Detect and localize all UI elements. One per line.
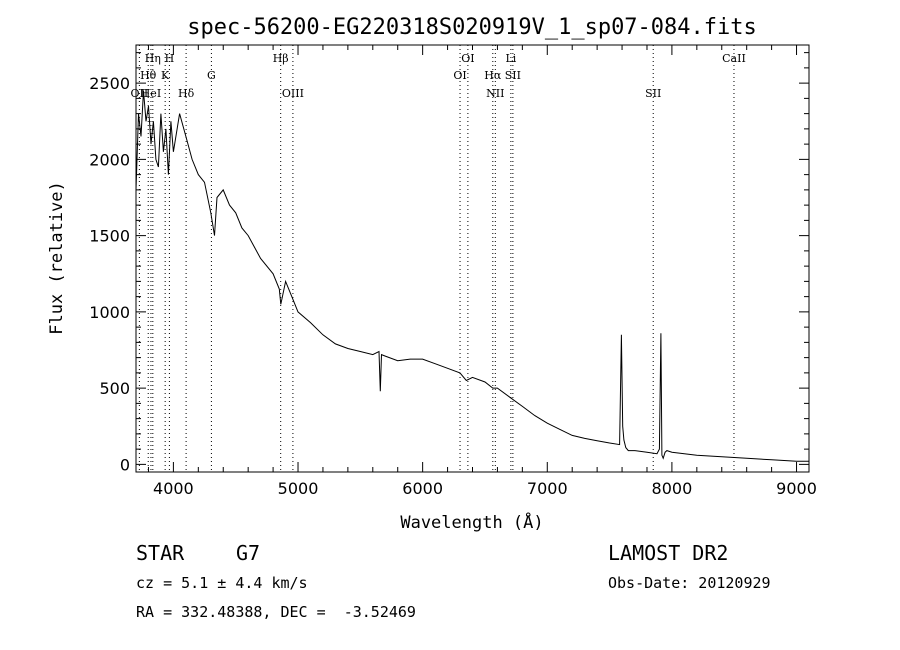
spectral-line-label: G [207, 69, 216, 82]
plot-frame [135, 44, 810, 473]
spectral-line-label: OIII [282, 87, 304, 100]
observation-date: Obs-Date: 20120929 [608, 574, 771, 592]
x-tick-label: 4000 [153, 479, 194, 498]
spectral-line-label: Hθ [140, 69, 157, 82]
x-tick-label: 9000 [776, 479, 817, 498]
spectral-line-label: Hη [145, 52, 161, 65]
spectral-line-label: SII [505, 69, 521, 82]
spectral-line-label: SII [645, 87, 661, 100]
ra-dec-coordinates: RA = 332.48388, DEC = -3.52469 [136, 603, 416, 621]
chart-title: spec-56200-EG220318S020919V_1_sp07-084.f… [187, 15, 757, 40]
spectral-line-label: NII [486, 87, 504, 100]
spectral-line-label: K [161, 69, 170, 82]
y-tick-label: 2000 [89, 150, 130, 169]
y-tick-label: 1000 [89, 303, 130, 322]
redshift-cz: cz = 5.1 ± 4.4 km/s [136, 574, 308, 592]
spectral-line-label: CaII [722, 52, 746, 65]
y-tick-label: 0 [120, 455, 130, 474]
object-subclass: G7 [236, 541, 261, 565]
spectral-line-label: Hα [484, 69, 502, 82]
spectral-line-label: H [165, 52, 175, 65]
x-tick-label: 8000 [652, 479, 693, 498]
y-axis-label: Flux (relative) [47, 181, 67, 335]
spectral-line-label: Hβ [273, 52, 289, 65]
y-tick-label: 1500 [89, 227, 130, 246]
y-tick-label: 500 [99, 379, 130, 398]
x-tick-label: 6000 [402, 479, 443, 498]
x-axis-label: Wavelength (Å) [400, 511, 543, 533]
y-tick-label: 2500 [89, 74, 130, 93]
spectral-line-label: HeI [141, 87, 161, 100]
spectral-line-label: Li [505, 52, 516, 65]
object-class: STAR [136, 541, 185, 565]
x-tick-label: 7000 [527, 479, 568, 498]
x-tick-label: 5000 [278, 479, 319, 498]
spectral-line-label: OI [461, 52, 474, 65]
spectrum-series-line [135, 90, 809, 462]
spectral-line-label: Hδ [178, 87, 195, 100]
survey-name: LAMOST DR2 [608, 541, 729, 565]
axes: 4000 5000 6000 7000 8000 9000 0 500 1000 1500 2000… [89, 45, 817, 498]
spectral-line-label: OI [453, 69, 466, 82]
